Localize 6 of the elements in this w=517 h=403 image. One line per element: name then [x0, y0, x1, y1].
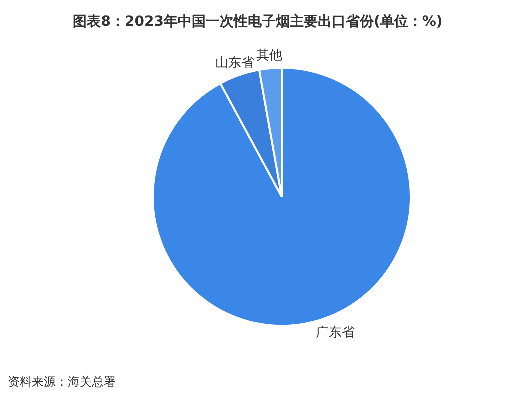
text: 资料来源：海关总署: [8, 375, 116, 389]
pie-slice: [152, 67, 412, 327]
slice-label: 广东省: [316, 326, 356, 341]
chart-title: 图表8：2023年中国一次性电子烟主要出口省份(单位：%): [73, 13, 443, 30]
slice-label: 其他: [256, 48, 282, 64]
slice-label: 山东省: [215, 56, 254, 72]
